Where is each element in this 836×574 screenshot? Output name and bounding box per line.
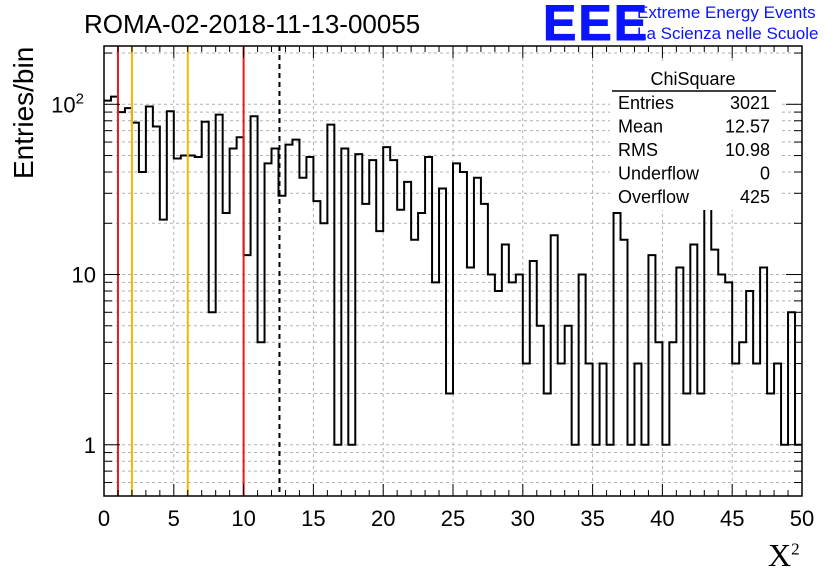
logo-line-2: La Scienza nelle Scuole [637,24,819,43]
logo-line-1: Extreme Energy Events [637,3,816,22]
stats-label: RMS [618,140,658,160]
chart-title: ROMA-02-2018-11-13-00055 [84,9,421,39]
stats-value: 10.98 [725,140,770,160]
stats-value: 12.57 [725,117,770,137]
x-tick-label: 0 [98,506,110,531]
stats-label: Entries [618,93,674,113]
y-tick-label: 10 [72,263,96,288]
stats-label: Overflow [618,187,690,207]
stats-label: Mean [618,117,663,137]
axis-ticks [103,46,803,497]
x-tick-label: 40 [650,506,674,531]
y-tick-label: 102 [51,90,84,117]
x-tick-label: 15 [301,506,325,531]
stats-box-title: ChiSquare [650,69,735,89]
marker-lines [116,46,281,496]
x-tick-label: 5 [168,506,180,531]
x-tick-label: 10 [231,506,255,531]
stats-value: 3021 [730,93,770,113]
x-axis-label-base: X [768,537,792,573]
x-tick-label: 25 [441,506,465,531]
x-axis-label: X2 [768,537,800,574]
stats-label: Underflow [618,164,700,184]
stats-value: 425 [740,187,770,207]
x-tick-label: 45 [720,506,744,531]
histogram-series [104,95,802,446]
x-tick-label: 20 [371,506,395,531]
x-axis-label-superscript: 2 [791,539,800,559]
stats-value: 0 [760,164,770,184]
y-tick-exponent: 2 [76,90,84,107]
x-tick-label: 50 [790,506,814,531]
x-tick-label: 30 [511,506,535,531]
y-tick-label: 1 [84,433,96,458]
eee-logo: EEE [542,0,650,51]
x-tick-label: 35 [580,506,604,531]
stats-box-bg [610,64,780,210]
stats-box: ChiSquare Entries 3021 Mean 12.57 RMS 10.98 Und… [610,64,780,210]
histogram-line [104,95,802,446]
